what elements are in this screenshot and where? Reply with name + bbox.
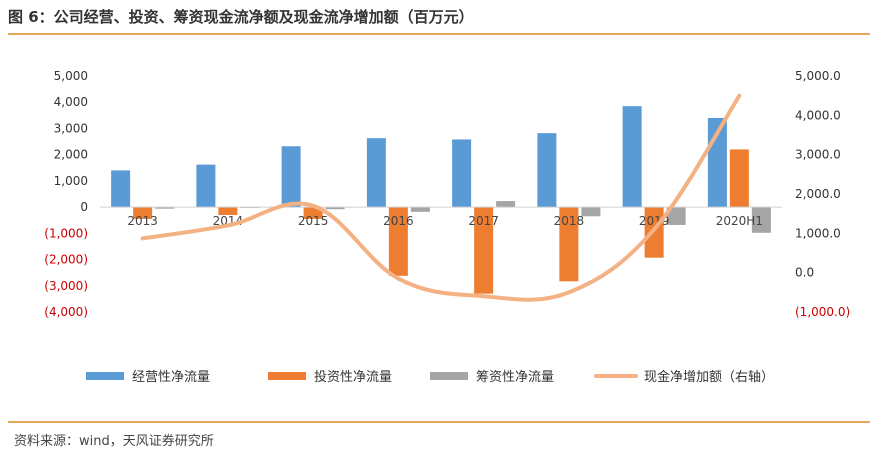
legend-swatch [268,372,306,380]
bar-financing [496,201,516,208]
left-axis-tick-label: 0 [80,200,88,214]
bar-investing [474,207,494,294]
bar-investing [133,207,153,219]
right-axis-tick-label: 4,000.0 [795,108,841,122]
bar-operating [537,133,557,208]
legend-label: 现金净增加额（右轴） [644,369,774,385]
left-axis-tick-label: 4,000 [54,95,88,109]
bar-investing [218,207,238,215]
chart-title: 图 6：公司经营、投资、筹资现金流净额及现金流净增加额（百万元） [8,8,474,26]
left-axis-tick-label: 1,000 [54,174,88,188]
left-axis-tick-label: 3,000 [54,121,88,135]
category-label: 2016 [383,214,414,228]
bar-investing [303,207,323,219]
left-axis-tick-label: (1,000) [44,226,88,240]
bottom-rule [8,421,870,423]
bar-financing [155,207,175,209]
legend-swatch [86,372,124,380]
bar-investing [388,207,408,276]
bar-operating [196,164,216,208]
legend-swatch [430,372,468,380]
right-axis-tick-label: 3,000.0 [795,148,841,162]
right-axis-tick-label: 5,000.0 [795,69,841,83]
right-axis-tick-label: 0.0 [795,266,814,280]
bar-financing [666,207,686,225]
bar-investing [729,149,749,208]
category-label: 2018 [554,214,585,228]
left-axis-tick-label: (3,000) [44,279,88,293]
category-label: 2020H1 [716,214,763,228]
category-label: 2017 [468,214,499,228]
legend-label: 经营性净流量 [132,370,210,385]
net-cash-increase-line [140,93,742,302]
left-axis-tick-label: 2,000 [54,148,88,162]
bar-financing [410,207,430,212]
bar-financing [751,207,771,233]
bar-operating [452,139,472,208]
left-axis-tick-label: 5,000 [54,69,88,83]
legend-label: 筹资性净流量 [476,369,554,385]
bar-operating [111,170,131,208]
bar-operating [366,138,386,208]
bar-financing [581,207,601,217]
right-axis-tick-label: 2,000.0 [795,187,841,201]
left-axis-tick-label: (2,000) [44,253,88,267]
bar-operating [622,106,642,208]
source-note: 资料来源：wind，天风证券研究所 [14,434,214,449]
right-axis-tick-label: (1,000.0) [795,305,850,319]
top-rule [8,33,870,35]
category-label: 2013 [127,214,158,228]
bar-investing [559,207,579,282]
legend-label: 投资性净流量 [314,369,392,385]
bar-operating [281,146,301,208]
category-label: 2015 [298,214,329,228]
bar-financing [325,207,345,210]
left-axis-tick-label: (4,000) [44,305,88,319]
right-axis-tick-label: 1,000.0 [795,226,841,240]
